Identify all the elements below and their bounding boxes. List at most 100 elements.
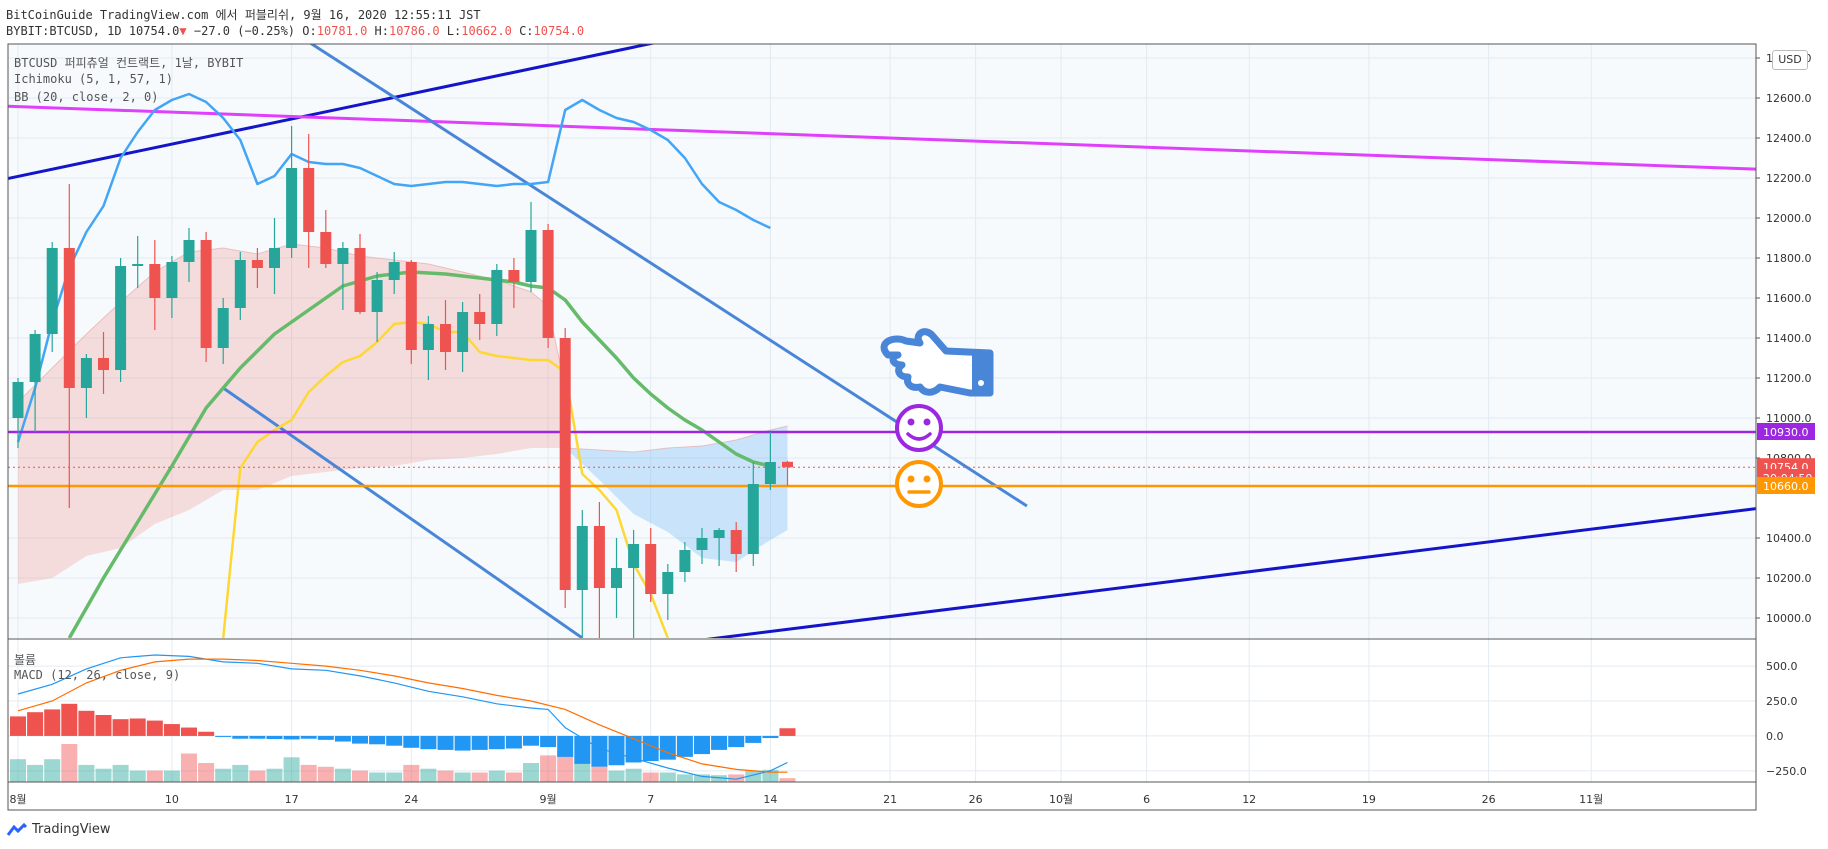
magenta-lower <box>1 640 309 648</box>
volume-bar <box>369 772 386 782</box>
candle-body <box>98 358 109 370</box>
macd-histogram-bar <box>488 735 505 750</box>
volume-bar <box>540 755 557 782</box>
macd-histogram-bar <box>215 735 232 737</box>
volume-legend[interactable]: 볼륨 <box>14 653 37 667</box>
time-axis[interactable]: 8월 10 17 24 9월 7 14 21 26 10월 6 12 19 26 11월 <box>9 793 1603 806</box>
macd-histogram-bar <box>78 710 95 736</box>
volume-bar <box>608 770 625 782</box>
candle <box>405 260 417 364</box>
price-tick-label: 10200.0 <box>1766 572 1812 585</box>
ichimoku-legend[interactable]: Ichimoku (5, 1, 57, 1) <box>14 72 173 86</box>
candle <box>217 298 229 364</box>
neutral-face-icon <box>895 460 943 508</box>
volume-bar <box>386 772 403 782</box>
candle-body <box>730 530 742 554</box>
candle-body <box>80 358 92 388</box>
candle-body <box>542 230 554 338</box>
macd-histogram-bar <box>163 724 180 736</box>
time-tick-label: 21 <box>883 793 897 806</box>
volume-bar <box>420 768 437 782</box>
volume-bar <box>181 753 197 782</box>
candle-body <box>29 334 41 382</box>
volume-bar <box>317 766 334 782</box>
chart-frame <box>7 43 1757 811</box>
bb-legend[interactable]: BB (20, close, 2, 0) <box>14 90 159 104</box>
ichimoku-cloud-bullish <box>565 426 788 562</box>
candle-body <box>303 168 315 232</box>
price-tick-label: 11800.0 <box>1766 252 1812 265</box>
time-tick-label: 9월 <box>540 793 557 806</box>
macd-histogram-bar <box>403 735 420 748</box>
candle <box>388 252 400 294</box>
volume-bar <box>300 764 317 782</box>
macd-pane[interactable] <box>10 654 796 782</box>
candle-body <box>440 324 451 352</box>
candle <box>320 210 332 268</box>
close-value: 10754.0 <box>533 24 585 38</box>
candle-body <box>713 530 725 538</box>
candle-body <box>696 538 708 550</box>
time-tick-label: 10월 <box>1049 793 1073 806</box>
candle-body <box>628 544 640 568</box>
candle-body <box>286 168 298 248</box>
volume-bar <box>437 770 454 782</box>
candle-body <box>115 266 127 370</box>
macd-histogram-bar <box>694 735 710 755</box>
volume-bar <box>163 770 180 782</box>
macd-line <box>17 654 788 780</box>
candle <box>662 564 674 620</box>
candle <box>747 462 759 566</box>
time-tick-label: 7 <box>647 793 654 806</box>
upper-blue-trend <box>8 44 657 181</box>
candle-body <box>611 568 622 588</box>
time-tick-label: 14 <box>763 793 777 806</box>
macd-histogram-bar <box>232 735 249 739</box>
volume-bar <box>642 772 659 782</box>
candle-body <box>320 232 332 264</box>
candle <box>474 294 486 340</box>
candle-body <box>388 262 400 280</box>
time-tick-label: 12 <box>1242 793 1256 806</box>
low-value: 10662.0 <box>461 24 512 38</box>
candle-body <box>166 262 178 298</box>
macd-histogram-bar <box>557 735 574 757</box>
price-axis[interactable]: 12800.012600.012400.012200.012000.011800… <box>1756 52 1815 778</box>
time-tick-label: 10 <box>165 793 179 806</box>
candle <box>183 228 195 282</box>
macd-histogram-bar <box>386 735 403 746</box>
candle-body <box>679 550 691 572</box>
candle <box>269 218 280 294</box>
chart-title: BTCUSD 퍼피츄얼 컨트랙트, 1날, BYBIT <box>14 56 244 70</box>
volume-bar <box>334 768 351 782</box>
open-value: 10781.0 <box>316 24 368 38</box>
open-label: O: <box>302 24 317 38</box>
macd-histogram-bar <box>762 735 779 739</box>
candle-body <box>371 280 383 312</box>
price-change: −27.0 (−0.25%) <box>193 24 296 38</box>
volume-bar <box>232 764 249 782</box>
candle-body <box>662 572 674 594</box>
currency-badge[interactable]: USD <box>1772 50 1808 70</box>
volume-bar <box>352 770 368 782</box>
candle <box>149 240 161 330</box>
macd-legend[interactable]: MACD (12, 26, close, 9) <box>14 668 181 682</box>
candle-body <box>46 248 58 334</box>
macd-histogram-bar <box>283 735 300 740</box>
macd-histogram-bar <box>352 735 368 744</box>
price-tick-label: 11600.0 <box>1766 292 1812 305</box>
candle <box>713 528 725 566</box>
volume-bar <box>779 778 796 782</box>
candle-body <box>764 462 776 484</box>
volume-bar <box>283 757 300 782</box>
candle <box>46 242 58 352</box>
macd-histogram-bar <box>44 709 61 736</box>
tradingview-logo: TradingView <box>6 822 111 837</box>
macd-histogram-bar <box>779 728 796 736</box>
candle-body <box>132 264 144 266</box>
macd-histogram-bar <box>437 735 454 750</box>
volume-bar <box>27 764 44 782</box>
ohlc-bar: BYBIT:BTCUSD, 1D 10754.0▼ −27.0 (−0.25%)… <box>6 24 584 38</box>
main-pane[interactable] <box>1 40 1828 648</box>
